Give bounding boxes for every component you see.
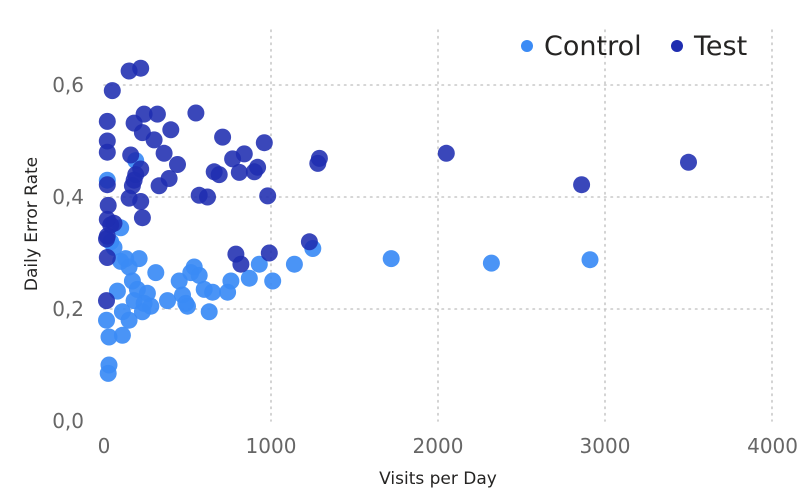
x-tick-label: 4000 [747,434,798,458]
legend-label-test: Test [693,31,747,62]
data-point-test [680,153,697,171]
data-point-test [437,144,455,162]
data-point-test [99,196,117,214]
data-point-test [122,146,140,164]
series-control [98,152,599,382]
data-point-control [179,297,196,315]
data-point-test [148,105,166,123]
data-point-test [150,177,168,195]
data-point-test [260,244,278,262]
data-point-control [264,272,282,290]
data-point-test [98,249,116,266]
y-tick-label: 0,6 [52,73,84,97]
data-point-test [133,209,151,227]
data-point-control [204,283,222,301]
data-point-control [100,328,118,346]
data-point-test [232,255,250,273]
data-point-control [98,311,115,329]
data-point-control [200,303,218,321]
data-point-test [132,59,150,77]
data-point-control [147,264,165,282]
x-axis-title: Visits per Day [379,469,497,489]
legend-label-control: Control [544,31,642,62]
data-point-test [98,143,116,161]
data-point-control [250,255,268,273]
x-tick-label: 3000 [580,434,631,458]
x-tick-label: 0 [98,434,111,458]
y-tick-label: 0,0 [52,409,84,433]
data-point-control [113,326,131,344]
data-point-control [99,364,117,382]
gridlines [103,29,773,422]
data-point-test [132,193,150,210]
data-points [98,59,697,382]
x-tick-label: 2000 [413,434,464,458]
data-point-control [240,269,258,287]
data-point-control [142,297,160,315]
data-point-control [190,266,208,284]
data-point-control [138,284,156,302]
data-point-test [98,230,115,248]
data-point-test [573,176,591,194]
x-tick-label: 1000 [246,434,297,458]
legend-marker-test [671,40,683,52]
data-point-control [581,251,599,269]
data-point-test [145,131,163,149]
y-axis-ticks: 0,0 0,2 0,4 0,6 [52,73,84,433]
data-point-test [187,104,205,122]
data-point-test [224,150,242,168]
data-point-control [159,292,176,310]
x-axis-ticks: 0 1000 2000 3000 4000 [98,434,798,458]
data-point-test [245,163,263,181]
data-point-test [255,134,273,152]
data-point-control [222,272,240,290]
y-axis-title: Daily Error Rate [22,157,42,291]
data-point-test [98,292,115,310]
data-point-test [300,233,318,251]
data-point-test [162,121,180,139]
data-point-test [155,144,173,162]
y-tick-label: 0,4 [52,185,84,209]
legend[interactable]: Control Test [521,31,747,62]
legend-item-control[interactable]: Control [521,31,642,62]
data-point-control [382,250,400,268]
data-point-control [130,250,148,268]
data-point-test [98,176,116,194]
y-tick-label: 0,2 [52,297,84,321]
data-point-test [230,163,248,181]
data-point-test [214,128,232,146]
data-point-test [199,188,216,206]
series-test [98,59,697,310]
data-point-test [210,166,228,184]
data-point-test [309,154,327,172]
data-point-test [135,105,153,123]
data-point-test [103,82,121,100]
legend-item-test[interactable]: Test [671,31,747,62]
data-point-control [482,254,500,272]
legend-marker-control [521,40,533,52]
data-point-test [169,156,186,173]
data-point-test [98,112,116,130]
data-point-test [259,187,277,205]
data-point-control [120,311,138,329]
data-point-control [285,255,303,273]
